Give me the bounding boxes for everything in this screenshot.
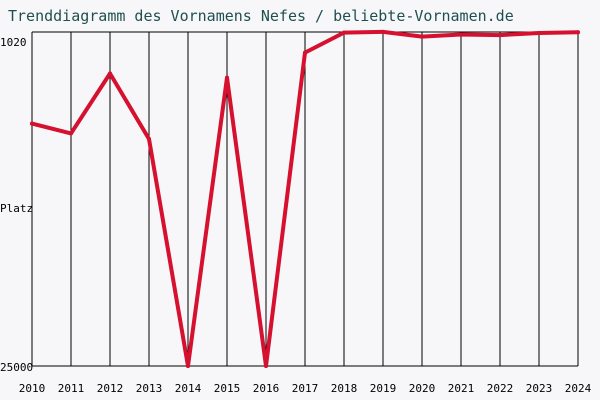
x-tick-label-2023: 2023	[526, 382, 553, 395]
data-point-2010	[30, 121, 34, 126]
x-tick-label-2013: 2013	[136, 382, 163, 395]
data-point-2013	[147, 136, 151, 141]
x-tick-label-2014: 2014	[175, 382, 202, 395]
x-tick-label-2012: 2012	[97, 382, 124, 395]
data-point-2024	[576, 30, 580, 35]
data-point-2021	[459, 32, 463, 37]
data-point-2020	[420, 34, 424, 39]
data-point-2014	[186, 364, 190, 368]
data-point-2016	[264, 364, 268, 368]
x-tick-label-2024: 2024	[565, 382, 592, 395]
x-tick-label-2019: 2019	[370, 382, 397, 395]
data-point-2011	[69, 131, 73, 136]
data-point-2019	[381, 29, 385, 34]
x-tick-label-2010: 2010	[19, 382, 46, 395]
x-tick-label-2016: 2016	[253, 382, 280, 395]
x-tick-label-2022: 2022	[487, 382, 514, 395]
x-tick-label-2017: 2017	[292, 382, 319, 395]
data-point-2015	[225, 75, 229, 80]
y-tick-label-bottom: 25000	[0, 361, 33, 374]
x-tick-label-2018: 2018	[331, 382, 358, 395]
chart-title: Trenddiagramm des Vornamens Nefes / beli…	[8, 7, 514, 25]
data-point-2012	[108, 71, 112, 76]
y-tick-label-top: 1020	[0, 36, 27, 49]
data-point-2018	[342, 30, 346, 35]
x-tick-label-2015: 2015	[214, 382, 241, 395]
data-point-2022	[498, 33, 502, 38]
y-axis-label: Platz	[0, 202, 33, 215]
data-point-2017	[303, 50, 307, 55]
data-point-2023	[537, 30, 541, 35]
x-tick-label-2020: 2020	[409, 382, 436, 395]
x-tick-label-2021: 2021	[448, 382, 475, 395]
x-tick-label-2011: 2011	[58, 382, 85, 395]
